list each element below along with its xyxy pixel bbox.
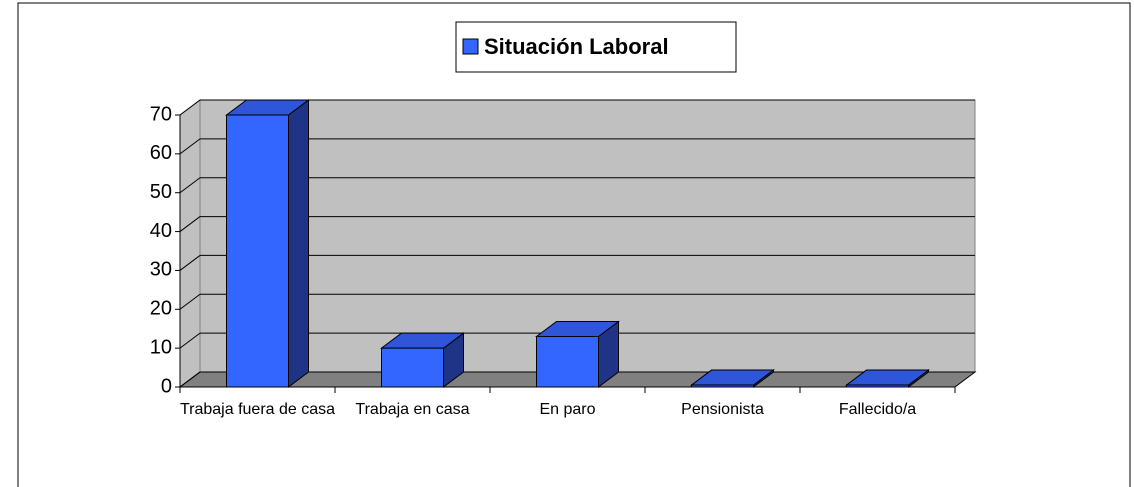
y-tick-label: 10 (150, 336, 172, 358)
y-tick-label: 20 (150, 298, 172, 320)
grid-line-side (179, 99, 201, 116)
bar (226, 114, 289, 388)
grid-line-side (179, 371, 201, 388)
legend-box (455, 21, 737, 73)
bar-side (288, 99, 309, 388)
y-tick-label: 70 (150, 103, 172, 125)
x-tick-label: En paro (539, 401, 596, 418)
x-tick-label: Trabaja fuera de casa (179, 401, 336, 418)
x-tick-label: Fallecido/a (838, 401, 917, 418)
bar (691, 384, 754, 388)
grid-line-side (179, 138, 201, 155)
bar (846, 384, 909, 388)
bar (536, 335, 599, 388)
grid-line-side (179, 216, 201, 232)
grid-line-side (179, 177, 201, 194)
grid-line-side (179, 255, 201, 271)
legend-swatch (462, 38, 479, 55)
grid-line-side (179, 332, 201, 349)
y-tick-label: 0 (161, 375, 172, 397)
side-wall (179, 99, 201, 388)
y-tick-label: 50 (150, 181, 172, 203)
x-tick-label: Trabaja en casa (355, 401, 470, 418)
y-tick-label: 60 (150, 142, 172, 164)
y-tick-label: 40 (150, 220, 172, 242)
x-tick-label: Pensionista (681, 401, 764, 418)
y-tick-label: 30 (150, 259, 172, 281)
legend-label: Situación Laboral (484, 34, 669, 59)
grid-line-side (179, 293, 201, 310)
bar (381, 347, 444, 388)
